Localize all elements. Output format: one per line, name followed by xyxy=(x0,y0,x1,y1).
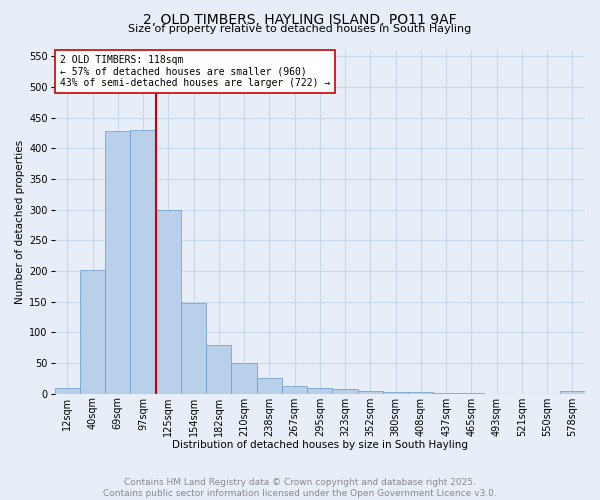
Bar xyxy=(257,378,282,394)
Bar xyxy=(80,270,105,394)
X-axis label: Distribution of detached houses by size in South Hayling: Distribution of detached houses by size … xyxy=(172,440,468,450)
Bar xyxy=(383,392,408,394)
Bar xyxy=(433,393,459,394)
Y-axis label: Number of detached properties: Number of detached properties xyxy=(15,140,25,304)
Text: Size of property relative to detached houses in South Hayling: Size of property relative to detached ho… xyxy=(128,24,472,34)
Bar xyxy=(282,386,307,394)
Text: Contains HM Land Registry data © Crown copyright and database right 2025.
Contai: Contains HM Land Registry data © Crown c… xyxy=(103,478,497,498)
Bar xyxy=(332,389,358,394)
Bar xyxy=(130,130,156,394)
Bar xyxy=(181,304,206,394)
Bar xyxy=(560,391,585,394)
Text: 2, OLD TIMBERS, HAYLING ISLAND, PO11 9AF: 2, OLD TIMBERS, HAYLING ISLAND, PO11 9AF xyxy=(143,12,457,26)
Bar xyxy=(232,363,257,394)
Bar xyxy=(358,390,383,394)
Bar xyxy=(105,131,130,394)
Bar xyxy=(206,344,232,394)
Text: 2 OLD TIMBERS: 118sqm
← 57% of detached houses are smaller (960)
43% of semi-det: 2 OLD TIMBERS: 118sqm ← 57% of detached … xyxy=(60,55,330,88)
Bar xyxy=(408,392,433,394)
Bar xyxy=(156,210,181,394)
Bar xyxy=(307,388,332,394)
Bar xyxy=(55,388,80,394)
Bar xyxy=(459,393,484,394)
